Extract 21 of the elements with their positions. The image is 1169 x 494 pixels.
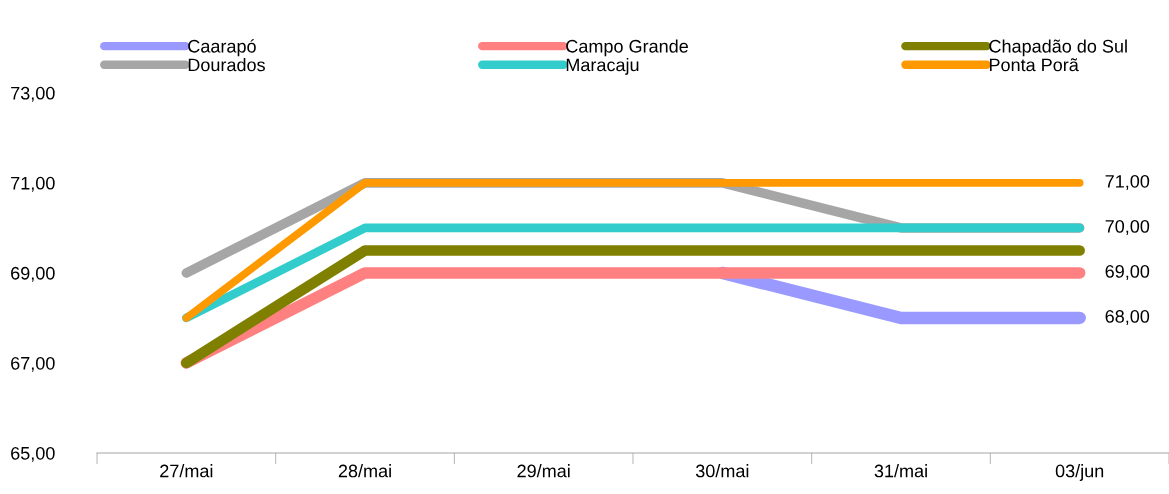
legend-label: Dourados	[188, 58, 265, 72]
legend-label: Campo Grande	[566, 39, 688, 57]
legend-label: Ponta Porã	[989, 58, 1079, 72]
data-label: 71,00	[1105, 174, 1150, 190]
y-tick-label: 73,00	[11, 86, 55, 102]
x-tick-label: 29/mai	[517, 464, 570, 478]
y-tick-label: 69,00	[11, 266, 55, 282]
x-tick-label: 03/jun	[1055, 464, 1104, 481]
x-tick-label: 28/mai	[338, 464, 391, 478]
legend-label: Chapadão do Sul	[989, 39, 1127, 57]
y-tick-label: 71,00	[11, 176, 55, 192]
legend-label: Maracaju	[566, 58, 639, 75]
y-tick-label: 65,00	[11, 446, 55, 462]
x-tick-label: 31/mai	[874, 464, 927, 478]
y-tick-label: 67,00	[11, 356, 55, 372]
legend-label: Caarapó	[188, 39, 256, 57]
data-label: 70,00	[1105, 219, 1150, 235]
x-tick-label: 30/mai	[695, 464, 749, 478]
data-label: 68,00	[1105, 310, 1150, 325]
data-label: 69,00	[1105, 265, 1150, 280]
x-tick-label: 27/mai	[160, 464, 213, 478]
